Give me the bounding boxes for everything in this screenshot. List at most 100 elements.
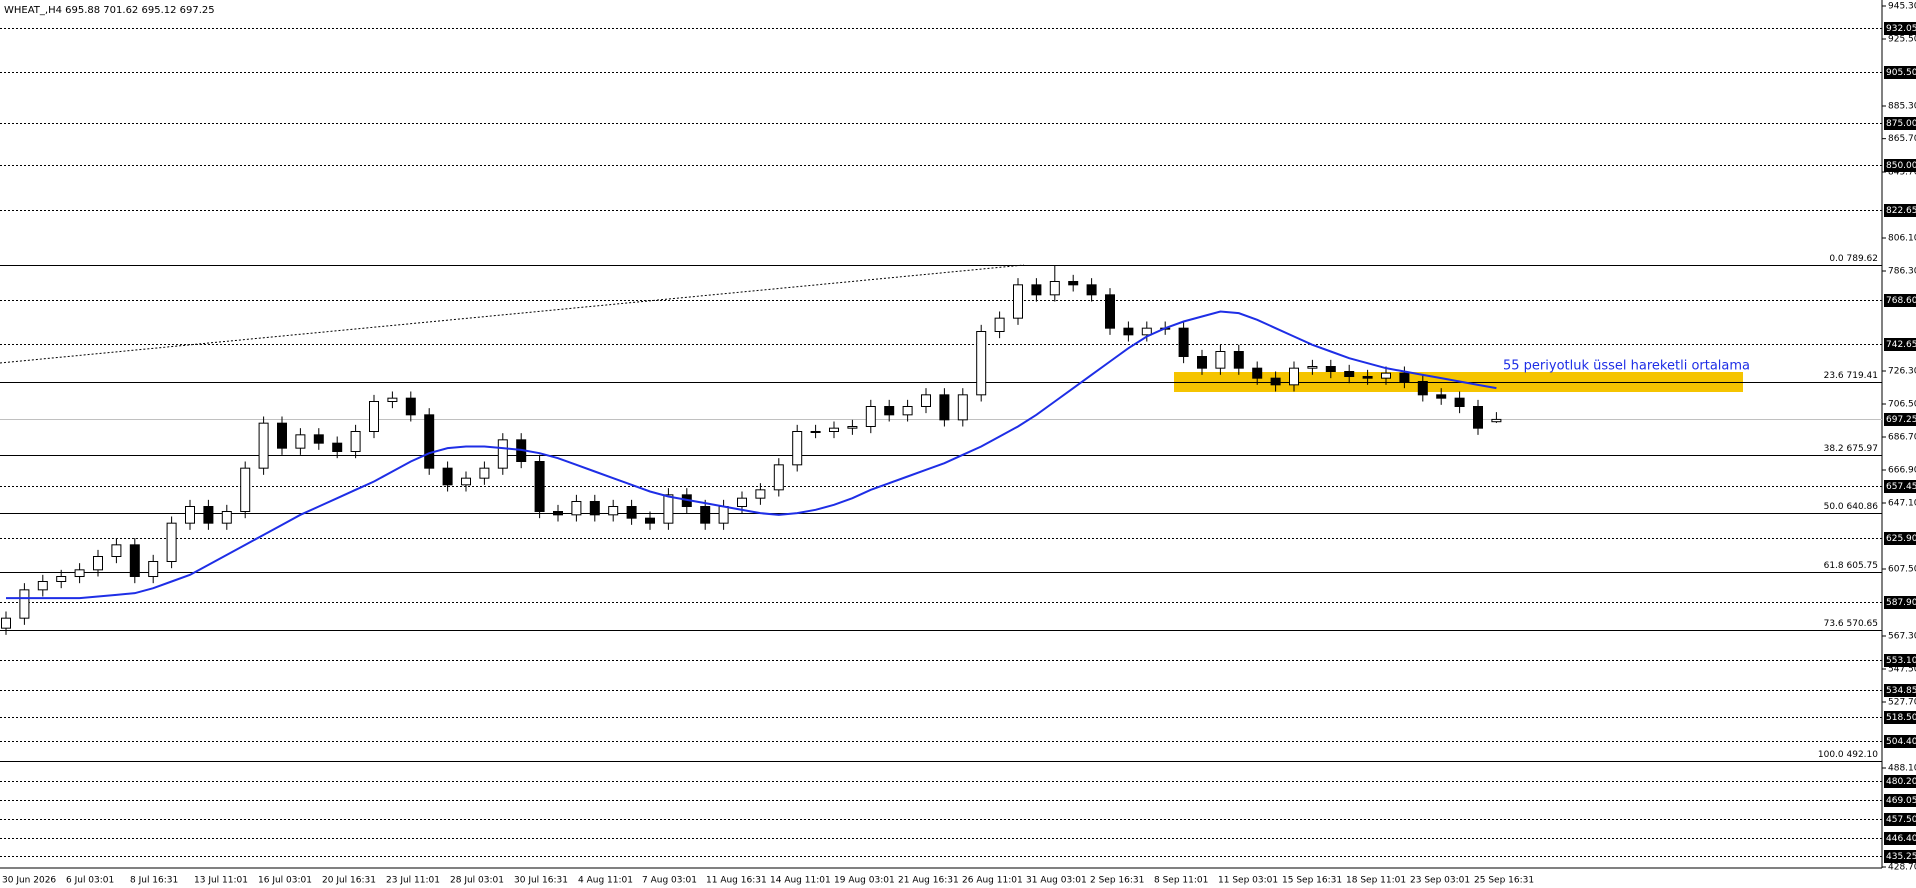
- y-tick-label: 527.70: [1888, 698, 1916, 708]
- level-label-box: [1884, 117, 1916, 130]
- x-tick-label: 8 Sep 11:01: [1154, 876, 1208, 886]
- level-label: 850.00: [1886, 161, 1916, 171]
- candle-body: [718, 506, 729, 524]
- candle-body: [902, 406, 913, 416]
- fib-trendline: [0, 264, 1025, 364]
- fib-label: 38.2 675.97: [1824, 444, 1878, 454]
- candle-body: [608, 506, 619, 516]
- level-label-box: [1884, 204, 1916, 217]
- level-label-box: [1884, 596, 1916, 609]
- candle-body: [865, 406, 876, 427]
- candle-body: [957, 394, 968, 421]
- fib-label: 61.8 605.75: [1824, 561, 1878, 571]
- candle-body: [810, 431, 821, 433]
- level-label: 518.50: [1886, 713, 1916, 723]
- level-label-box: [1884, 813, 1916, 826]
- candle-body: [203, 506, 214, 524]
- candle-body: [755, 489, 766, 499]
- candle-body: [994, 317, 1005, 332]
- candle-body: [295, 434, 306, 449]
- x-tick-label: 28 Jul 03:01: [450, 876, 504, 886]
- level-label: 553.10: [1886, 656, 1916, 666]
- level-label-box: [1884, 532, 1916, 545]
- level-label: 625.90: [1886, 534, 1916, 544]
- candle-body: [185, 506, 195, 524]
- candle-body: [1344, 371, 1355, 377]
- candle-body: [313, 434, 324, 444]
- candle-body: [93, 556, 103, 571]
- candle-body: [277, 422, 287, 449]
- level-label-box: [1884, 735, 1916, 748]
- fib-label: 50.0 640.86: [1824, 502, 1879, 512]
- fib-label: 0.0 789.62: [1829, 254, 1878, 264]
- x-tick-label: 19 Aug 03:01: [834, 876, 895, 886]
- candle-body: [1178, 327, 1189, 357]
- candle-body: [387, 397, 398, 402]
- level-label: 587.90: [1886, 598, 1916, 608]
- candle-body: [1197, 356, 1207, 369]
- level-label: 768.60: [1886, 296, 1916, 306]
- fib-label: 73.6 570.65: [1824, 619, 1878, 629]
- fib-label: 100.0 492.10: [1818, 750, 1878, 760]
- candle-body: [939, 394, 950, 421]
- level-label: 905.50: [1886, 68, 1916, 78]
- level-label-box: [1884, 654, 1916, 667]
- candle-body: [1362, 376, 1373, 379]
- candle-body: [74, 569, 85, 577]
- level-label-box: [1884, 850, 1916, 863]
- fib-label: 23.6 719.41: [1824, 371, 1878, 381]
- candle-body: [921, 394, 931, 408]
- candle-body: [166, 522, 177, 563]
- candle-body: [589, 501, 600, 516]
- candle-body: [129, 544, 140, 577]
- candle-body: [56, 576, 67, 582]
- level-label: 480.20: [1886, 777, 1916, 787]
- x-tick-label: 18 Sep 11:01: [1346, 876, 1406, 886]
- y-tick-label: 865.70: [1888, 134, 1916, 144]
- level-label-box: [1884, 775, 1916, 788]
- candle-body: [1289, 367, 1299, 386]
- candle-body: [1307, 366, 1318, 369]
- candle-body: [350, 431, 361, 452]
- candle-body: [1399, 372, 1410, 382]
- candle-body: [1215, 351, 1226, 369]
- level-label-box: [1884, 711, 1916, 724]
- level-label: 822.65: [1886, 206, 1916, 216]
- y-tick-label: 786.30: [1888, 267, 1916, 277]
- candle-body: [1123, 327, 1134, 336]
- y-tick-label: 666.90: [1888, 466, 1916, 476]
- level-label: 742.65: [1886, 340, 1916, 350]
- candle-body: [1473, 406, 1483, 429]
- candle-body: [976, 331, 987, 396]
- level-label: 457.50: [1886, 815, 1916, 825]
- candle-body: [240, 467, 251, 512]
- level-label-box: [1884, 684, 1916, 697]
- x-tick-label: 8 Jul 16:31: [130, 876, 178, 886]
- y-tick-label: 706.50: [1888, 400, 1916, 410]
- candle-body: [737, 497, 747, 507]
- y-tick-label: 547.50: [1888, 665, 1916, 675]
- candle-body: [111, 544, 122, 557]
- candle-body: [645, 517, 655, 524]
- level-label-box: [1884, 480, 1916, 493]
- x-tick-label: 6 Jul 03:01: [66, 876, 114, 886]
- x-tick-label: 16 Jul 03:01: [258, 876, 312, 886]
- candle-body: [1436, 394, 1447, 399]
- level-label: 469.05: [1886, 796, 1916, 806]
- candle-body: [405, 397, 416, 416]
- candle-body: [497, 439, 508, 469]
- x-tick-label: 31 Aug 03:01: [1026, 876, 1087, 886]
- candle-body: [221, 511, 232, 524]
- x-tick-label: 20 Jul 16:31: [322, 876, 376, 886]
- x-tick-label: 30 Jul 16:31: [514, 876, 568, 886]
- candle-body: [847, 426, 858, 429]
- x-tick-label: 23 Sep 03:01: [1410, 876, 1470, 886]
- y-tick-label: 607.50: [1888, 565, 1916, 575]
- level-label-box: [1884, 794, 1916, 807]
- candle-body: [369, 401, 379, 432]
- candle-body: [424, 414, 435, 469]
- candle-body: [1417, 381, 1428, 396]
- candle-body: [1270, 377, 1281, 386]
